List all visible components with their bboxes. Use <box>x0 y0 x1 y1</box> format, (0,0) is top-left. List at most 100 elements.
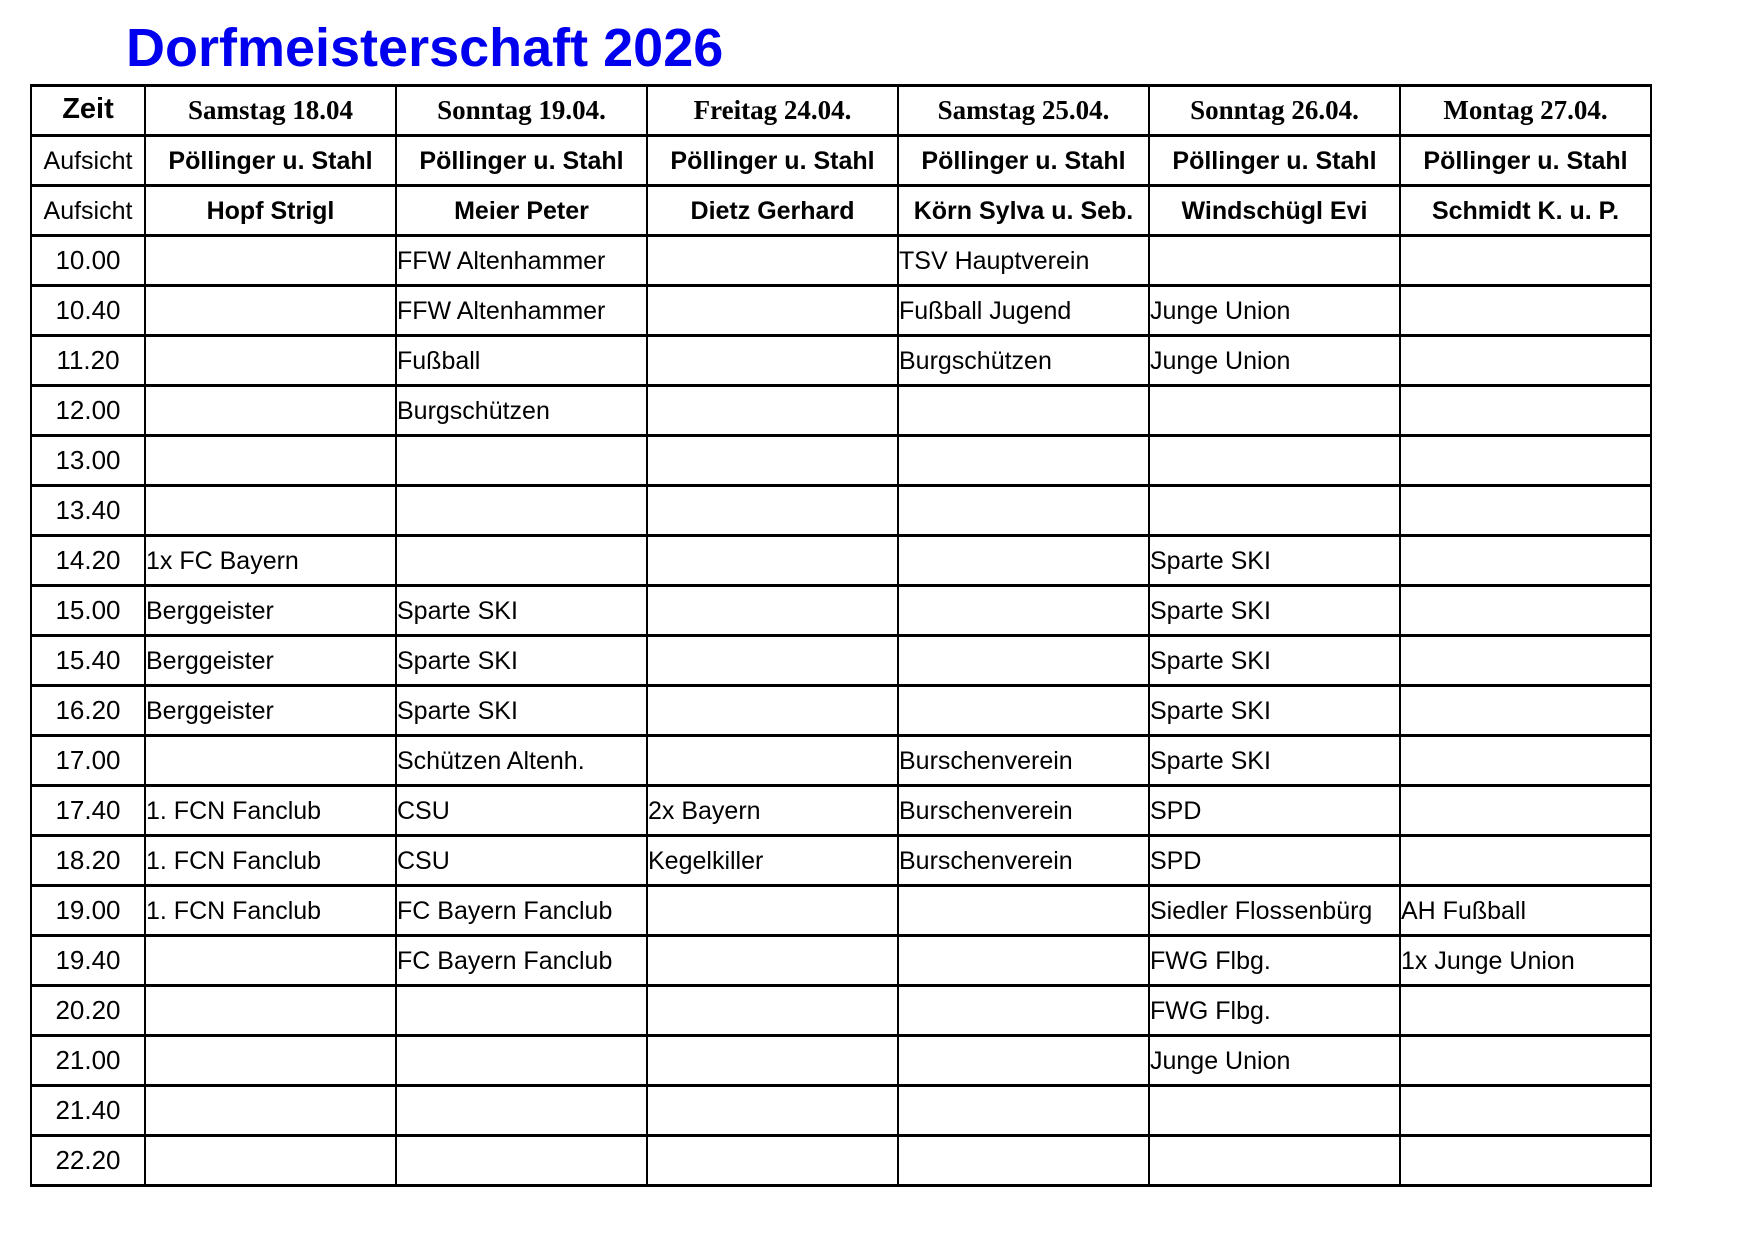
schedule-cell: Burschenverein <box>897 734 1150 787</box>
time-label: 17.40 <box>30 784 146 837</box>
day-header: Samstag 18.04 <box>144 84 397 137</box>
schedule-cell <box>144 934 397 987</box>
schedule-cell <box>144 334 397 387</box>
schedule-cell <box>1399 734 1652 787</box>
table-row: 21.00 Junge Union <box>30 1034 1652 1087</box>
schedule-cell <box>897 1034 1150 1087</box>
schedule-cell <box>646 684 899 737</box>
schedule-cell <box>144 734 397 787</box>
schedule-cell <box>1148 1134 1401 1187</box>
time-label: 11.20 <box>30 334 146 387</box>
schedule-cell: Sparte SKI <box>1148 534 1401 587</box>
schedule-cell <box>897 1134 1150 1187</box>
day-header: Montag 27.04. <box>1399 84 1652 137</box>
schedule-cell <box>1399 784 1652 837</box>
time-label: 22.20 <box>30 1134 146 1187</box>
page-title: Dorfmeisterschaft 2026 <box>126 18 724 78</box>
schedule-cell: 1. FCN Fanclub <box>144 834 397 887</box>
schedule-cell <box>1399 534 1652 587</box>
schedule-cell: Junge Union <box>1148 1034 1401 1087</box>
time-label: 17.00 <box>30 734 146 787</box>
schedule-cell: Sparte SKI <box>1148 734 1401 787</box>
schedule-cell <box>144 234 397 287</box>
table-row: 20.20 FWG Flbg. <box>30 984 1652 1037</box>
table-row: 13.40 <box>30 484 1652 537</box>
schedule-cell <box>144 1134 397 1187</box>
schedule-cell <box>144 284 397 337</box>
schedule-cell <box>1399 334 1652 387</box>
schedule-cell <box>395 484 648 537</box>
schedule-cell <box>1148 484 1401 537</box>
aufsicht-label: Aufsicht <box>30 184 146 237</box>
schedule-cell: 1x Junge Union <box>1399 934 1652 987</box>
schedule-cell <box>1148 1084 1401 1137</box>
schedule-cell <box>1399 234 1652 287</box>
schedule-cell <box>1399 584 1652 637</box>
supervisor-cell: Pöllinger u. Stahl <box>1148 134 1401 187</box>
time-label: 16.20 <box>30 684 146 737</box>
schedule-cell <box>1399 834 1652 887</box>
schedule-cell: Berggeister <box>144 684 397 737</box>
table-row: 17.40 1. FCN Fanclub CSU 2x Bayern Bursc… <box>30 784 1652 837</box>
schedule-cell <box>1399 634 1652 687</box>
time-label: 12.00 <box>30 384 146 437</box>
day-header: Sonntag 26.04. <box>1148 84 1401 137</box>
schedule-cell: Sparte SKI <box>395 584 648 637</box>
supervisor-cell: Meier Peter <box>395 184 648 237</box>
table-row: 13.00 <box>30 434 1652 487</box>
schedule-cell: CSU <box>395 784 648 837</box>
time-label: 21.40 <box>30 1084 146 1137</box>
schedule-cell <box>646 934 899 987</box>
schedule-cell: Siedler Flossenbürg <box>1148 884 1401 937</box>
schedule-cell <box>1399 1034 1652 1087</box>
time-label: 13.40 <box>30 484 146 537</box>
supervisor-cell: Windschügl Evi <box>1148 184 1401 237</box>
schedule-cell <box>1399 284 1652 337</box>
supervisor-cell: Dietz Gerhard <box>646 184 899 237</box>
table-row: 19.00 1. FCN Fanclub FC Bayern Fanclub S… <box>30 884 1652 937</box>
time-label: 20.20 <box>30 984 146 1037</box>
schedule-cell <box>144 1034 397 1087</box>
schedule-cell: Sparte SKI <box>1148 634 1401 687</box>
schedule-cell <box>395 984 648 1037</box>
day-header: Samstag 25.04. <box>897 84 1150 137</box>
schedule-cell: 1. FCN Fanclub <box>144 784 397 837</box>
schedule-cell: CSU <box>395 834 648 887</box>
schedule-cell: FFW Altenhammer <box>395 284 648 337</box>
schedule-cell <box>897 1084 1150 1137</box>
table-row: 18.20 1. FCN Fanclub CSU Kegelkiller Bur… <box>30 834 1652 887</box>
schedule-cell <box>395 1034 648 1087</box>
table-row: 11.20 Fußball Burgschützen Junge Union <box>30 334 1652 387</box>
table-row: 12.00 Burgschützen <box>30 384 1652 437</box>
supervisor-cell: Körn Sylva u. Seb. <box>897 184 1150 237</box>
supervisor-cell: Pöllinger u. Stahl <box>144 134 397 187</box>
schedule-cell <box>646 384 899 437</box>
schedule-cell <box>897 634 1150 687</box>
supervisor-cell: Pöllinger u. Stahl <box>897 134 1150 187</box>
schedule-cell <box>144 984 397 1037</box>
schedule-cell <box>897 534 1150 587</box>
time-label: 21.00 <box>30 1034 146 1087</box>
schedule-cell <box>646 1084 899 1137</box>
supervisor-cell: Hopf Strigl <box>144 184 397 237</box>
schedule-cell <box>897 684 1150 737</box>
supervisor-cell: Pöllinger u. Stahl <box>646 134 899 187</box>
schedule-cell <box>646 584 899 637</box>
table-row: 10.00 FFW Altenhammer TSV Hauptverein <box>30 234 1652 287</box>
schedule-cell <box>646 284 899 337</box>
time-label: 15.40 <box>30 634 146 687</box>
schedule-cell <box>897 884 1150 937</box>
table-row: 21.40 <box>30 1084 1652 1137</box>
schedule-cell <box>1148 434 1401 487</box>
schedule-cell: Fußball <box>395 334 648 387</box>
time-label: 15.00 <box>30 584 146 637</box>
table-row: 10.40 FFW Altenhammer Fußball Jugend Jun… <box>30 284 1652 337</box>
schedule-cell <box>646 1034 899 1087</box>
schedule-cell: Burgschützen <box>395 384 648 437</box>
schedule-cell: Junge Union <box>1148 334 1401 387</box>
schedule-cell <box>897 484 1150 537</box>
table-row: 14.20 1x FC Bayern Sparte SKI <box>30 534 1652 587</box>
table-row: 15.40 Berggeister Sparte SKI Sparte SKI <box>30 634 1652 687</box>
schedule-cell <box>1399 1134 1652 1187</box>
schedule-cell <box>646 234 899 287</box>
